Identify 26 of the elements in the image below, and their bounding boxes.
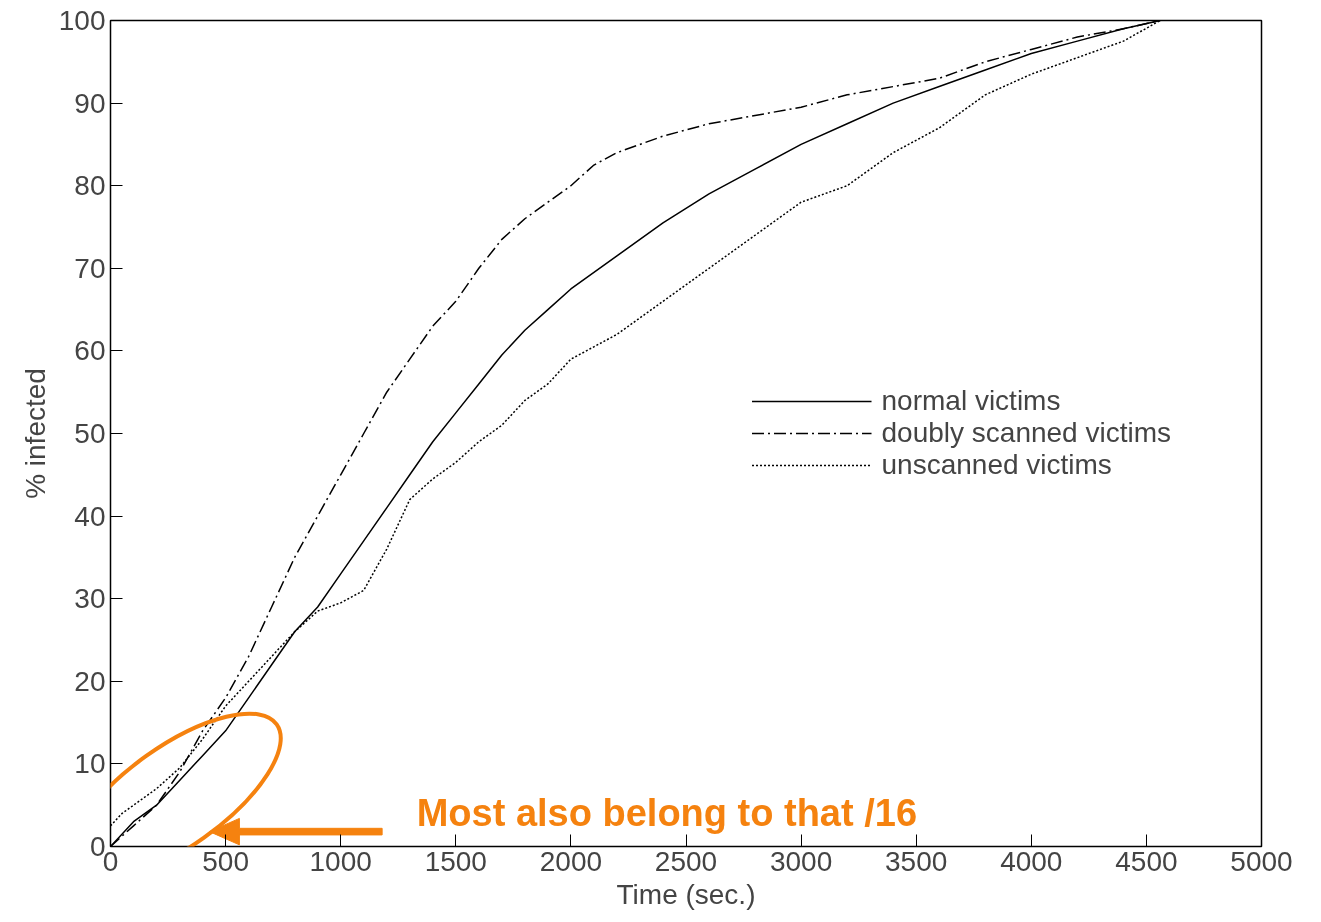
- y-tick-label: 90: [74, 87, 106, 119]
- y-tick-label: 50: [74, 418, 106, 449]
- y-tick-label: 40: [74, 500, 106, 532]
- legend-label: normal victims: [881, 385, 1061, 417]
- y-tick-label: 10: [74, 748, 106, 780]
- y-tick-label: 30: [74, 583, 106, 615]
- x-tick-label: 3000: [769, 845, 833, 877]
- x-tick-label: 1000: [309, 845, 372, 877]
- y-tick-label: 100: [58, 5, 106, 36]
- y-tick-label: 80: [74, 170, 106, 202]
- x-tick-label: 3500: [885, 845, 948, 877]
- legend-label: unscanned victims: [881, 449, 1112, 481]
- x-tick-label: 500: [202, 845, 249, 877]
- x-tick-label: 5000: [1230, 845, 1293, 877]
- x-tick-label: 2000: [539, 845, 603, 877]
- x-axis-title: Time (sec.): [616, 878, 756, 910]
- x-tick-label: 1500: [424, 845, 487, 877]
- x-tick-label: 4000: [1000, 845, 1063, 877]
- x-tick-label: 4500: [1115, 845, 1178, 877]
- y-tick-label: 70: [74, 252, 106, 284]
- y-tick-label: 60: [74, 335, 106, 367]
- legend-label: doubly scanned victims: [881, 417, 1171, 449]
- annotation: Most also belong to that /16: [416, 792, 918, 835]
- y-tick-label: 20: [74, 665, 106, 697]
- x-tick-label: 2500: [654, 845, 718, 877]
- y-axis-title: % infected: [19, 368, 51, 499]
